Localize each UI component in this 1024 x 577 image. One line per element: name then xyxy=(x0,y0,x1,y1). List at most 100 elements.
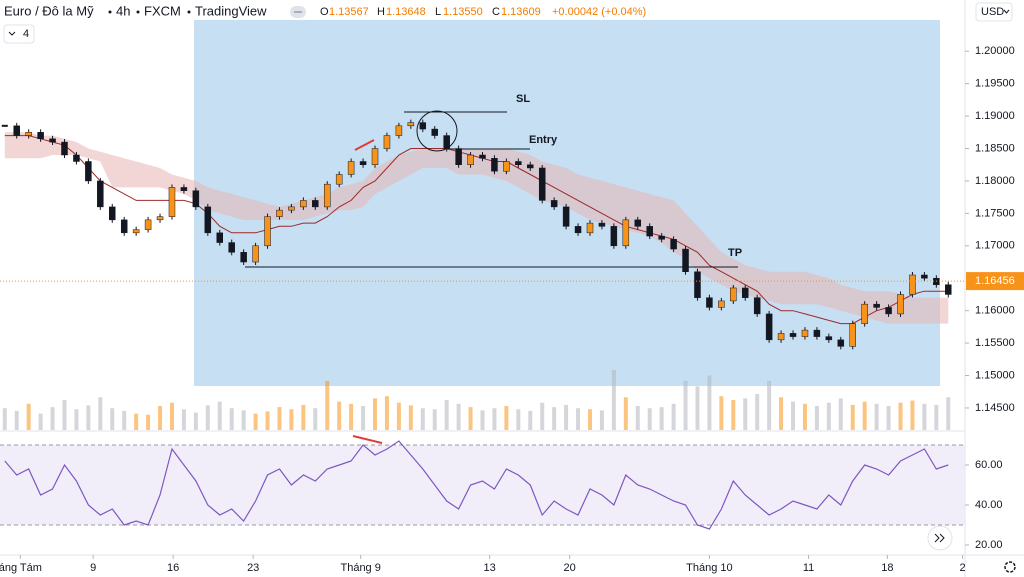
candle xyxy=(598,222,606,227)
volume-bar xyxy=(576,408,581,430)
settings-button[interactable] xyxy=(1004,561,1016,573)
volume-bar xyxy=(695,386,700,430)
candle xyxy=(85,161,92,182)
candle xyxy=(849,323,856,347)
candle xyxy=(658,235,665,240)
candle xyxy=(622,219,630,247)
candle xyxy=(813,329,821,337)
candle xyxy=(25,132,32,136)
trend-line[interactable] xyxy=(354,139,375,151)
ohlc-key: H xyxy=(377,6,385,18)
candle xyxy=(921,274,928,279)
volume-bar xyxy=(886,406,891,430)
volume-bar xyxy=(277,407,282,430)
candle xyxy=(276,209,283,217)
candle xyxy=(837,339,845,347)
candle xyxy=(216,232,224,243)
rsi-band xyxy=(0,445,965,525)
volume-bar xyxy=(241,410,246,430)
entry-circle[interactable] xyxy=(416,110,458,152)
candle xyxy=(562,206,570,227)
candle xyxy=(718,300,725,308)
interval: 4h xyxy=(116,3,130,18)
candle xyxy=(741,287,749,298)
x-tick-label: 9 xyxy=(90,562,96,574)
volume-bar xyxy=(432,409,437,430)
separator xyxy=(187,10,191,14)
volume-bar xyxy=(134,413,139,430)
volume-bar xyxy=(408,405,413,430)
candle xyxy=(479,154,486,159)
candle xyxy=(264,216,271,247)
volume-bar xyxy=(420,408,425,430)
volume-bar xyxy=(373,398,378,430)
volume-bar xyxy=(98,397,103,430)
candle xyxy=(885,307,892,315)
candle xyxy=(168,187,176,217)
volume-bar xyxy=(217,401,222,430)
indicators-toggle[interactable] xyxy=(3,24,35,44)
volume-bar xyxy=(265,411,270,430)
candle xyxy=(120,219,128,234)
candle xyxy=(335,174,343,185)
volume-bar xyxy=(862,401,867,430)
candle xyxy=(1,124,8,127)
volume-bar xyxy=(325,380,330,430)
candle xyxy=(37,132,44,140)
candle xyxy=(909,274,916,295)
y-tick-label: 1.18000 xyxy=(975,175,1015,187)
candle xyxy=(431,128,438,136)
candle xyxy=(156,216,164,221)
candle xyxy=(407,122,415,127)
candle xyxy=(527,164,534,169)
change: +0.00042 (+0.04%) xyxy=(552,6,646,18)
candle xyxy=(646,226,653,237)
volume-bar xyxy=(62,400,67,430)
y-tick-label: 1.15000 xyxy=(975,369,1015,381)
x-tick-label: Tháng 10 xyxy=(686,562,732,574)
volume-bar xyxy=(635,406,640,430)
candle xyxy=(395,125,403,136)
candle xyxy=(682,248,689,272)
candle xyxy=(97,180,104,208)
separator xyxy=(136,10,140,14)
candle xyxy=(634,219,642,227)
x-tick-label: 2 xyxy=(960,562,966,574)
currency: USD xyxy=(981,6,1004,18)
x-tick-label: Tháng 9 xyxy=(340,562,380,574)
candle xyxy=(180,187,188,191)
candle xyxy=(228,242,235,253)
y-tick-label: 1.15500 xyxy=(975,337,1015,349)
volume-bar xyxy=(289,409,294,430)
x-tick-label: 11 xyxy=(803,562,814,574)
chevron xyxy=(8,31,16,36)
tp-label: TP xyxy=(728,247,742,259)
volume-bar xyxy=(492,408,497,430)
candle xyxy=(550,200,558,208)
y-tick-label: 1.20000 xyxy=(975,45,1015,57)
currency-button[interactable] xyxy=(975,2,1013,22)
candle xyxy=(897,294,904,315)
candle xyxy=(240,252,247,263)
candle xyxy=(347,161,355,175)
separator xyxy=(108,10,112,14)
volume-bar xyxy=(731,400,736,430)
header: Euro / Đô la Mỹ 4h FXCM TradingView O 1.… xyxy=(3,2,1016,573)
candle xyxy=(670,239,677,250)
volume-bar xyxy=(229,408,234,430)
volume-bar xyxy=(647,408,652,430)
volume-bar xyxy=(468,407,473,430)
volume-bar xyxy=(158,406,163,430)
volume-bar xyxy=(516,409,521,430)
volume-bar xyxy=(504,406,509,430)
scroll-button[interactable] xyxy=(927,525,953,551)
candle xyxy=(359,161,367,165)
rsi-trend-line[interactable] xyxy=(352,435,383,444)
volume-bar xyxy=(564,404,569,430)
volume-bar xyxy=(587,409,592,430)
volume-bar xyxy=(838,398,843,430)
candle xyxy=(694,271,701,298)
x-tick-label: 20 xyxy=(564,562,576,574)
indicator-count: 4 xyxy=(23,28,29,40)
volume-bar xyxy=(910,400,915,430)
